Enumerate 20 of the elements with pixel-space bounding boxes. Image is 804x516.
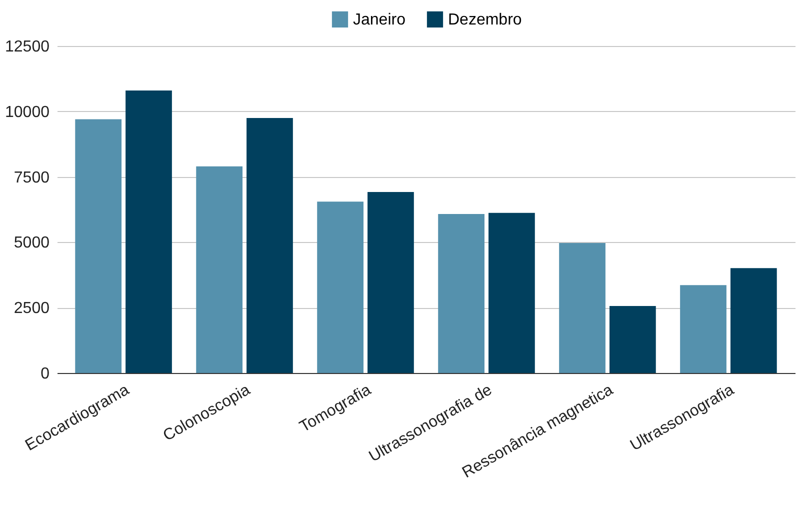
bar bbox=[246, 118, 293, 373]
bar bbox=[438, 214, 484, 373]
bar bbox=[317, 202, 364, 373]
bar bbox=[75, 119, 122, 373]
legend-label: Janeiro bbox=[353, 11, 406, 28]
bar bbox=[126, 90, 172, 373]
bar bbox=[368, 192, 414, 373]
bar bbox=[730, 268, 777, 373]
y-tick-label: 7500 bbox=[14, 169, 50, 186]
bar bbox=[559, 242, 606, 373]
bar bbox=[196, 166, 243, 373]
bar bbox=[488, 212, 535, 373]
y-tick-label: 0 bbox=[40, 366, 50, 382]
legend-label: Dezembro bbox=[448, 11, 522, 28]
bar bbox=[680, 285, 726, 373]
y-tick-label: 2500 bbox=[14, 300, 50, 318]
y-tick-label: 10000 bbox=[5, 104, 50, 121]
y-tick-label: 12500 bbox=[5, 38, 50, 56]
bar bbox=[609, 306, 656, 373]
y-tick-label: 5000 bbox=[14, 234, 50, 252]
